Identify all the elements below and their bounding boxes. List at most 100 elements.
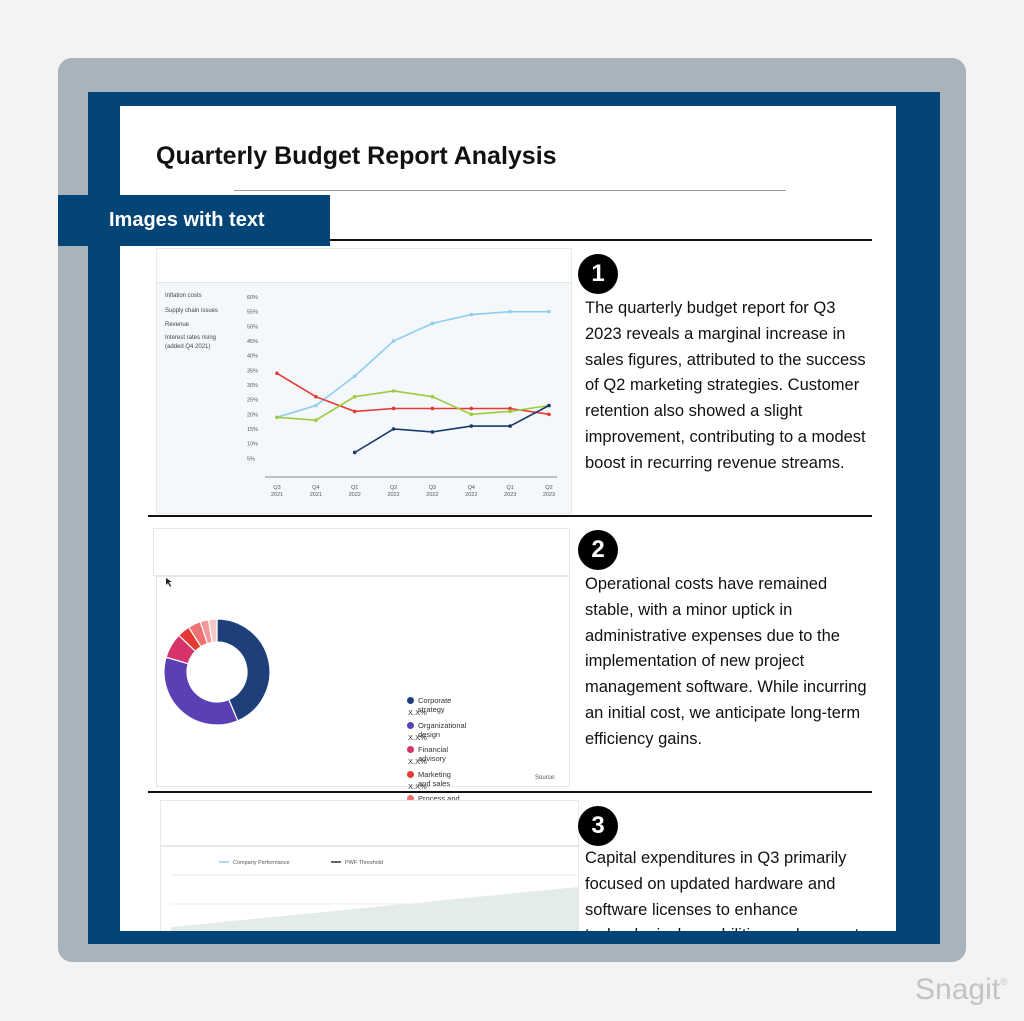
y-tick-label: 45% xyxy=(247,339,258,345)
x-tick-label: Q1 2022 xyxy=(349,485,361,498)
page-title: Quarterly Budget Report Analysis xyxy=(156,142,557,170)
images-with-text-label: Images with text xyxy=(58,195,330,246)
data-point xyxy=(508,424,512,428)
legend-swatch xyxy=(407,721,414,729)
series-line-3 xyxy=(276,390,550,422)
x-tick-label: Q2 2022 xyxy=(387,485,399,498)
donut-slice xyxy=(163,656,239,726)
y-tick-label: 20% xyxy=(247,412,258,418)
section-3-number-badge: 3 xyxy=(578,806,618,846)
data-point xyxy=(508,406,512,411)
donut-chart: Source: xyxy=(163,578,556,781)
y-tick-label: 30% xyxy=(247,383,258,389)
y-tick-label: 10% xyxy=(247,442,258,448)
line-legend-item: Interest rates rising xyxy=(165,335,216,341)
data-point xyxy=(391,389,396,393)
chart-2-header xyxy=(153,528,570,576)
data-point xyxy=(314,403,318,408)
donut-slice xyxy=(207,618,218,644)
donut-slice xyxy=(216,618,271,722)
data-point xyxy=(314,418,318,422)
chart-3-screenshot: Company Performance PWF Threshold xyxy=(160,846,579,931)
legend-value: X.X% xyxy=(408,732,427,742)
data-point xyxy=(508,309,512,314)
line-chart: Inflation costs Supply chain issues Revenu… xyxy=(165,293,557,498)
series-line-4 xyxy=(354,404,550,454)
legend-label: Organizational design xyxy=(418,720,467,739)
line-legend-item: (added Q4 2021) xyxy=(165,344,210,350)
y-tick-label: 50% xyxy=(247,324,258,330)
snagit-watermark: Snagit® xyxy=(915,973,1008,1006)
legend-label: Financial advisory xyxy=(418,745,449,763)
data-point xyxy=(469,412,474,417)
data-point xyxy=(391,406,396,411)
y-tick-label: 40% xyxy=(247,354,258,360)
chart-2-screenshot: Source: xyxy=(156,576,570,787)
legend-value: X.X% xyxy=(408,757,427,766)
source-label: Source: xyxy=(535,775,556,781)
legend-label: Corporate strategy xyxy=(418,696,452,714)
data-point xyxy=(352,409,357,414)
data-point xyxy=(430,430,435,434)
section-1-text: The quarterly budget report for Q3 2023 … xyxy=(585,299,866,472)
y-tick-label: 35% xyxy=(247,368,258,374)
section-2-number-badge: 2 xyxy=(578,530,618,570)
legend-value: X.X% xyxy=(408,708,427,717)
x-tick-label: Q4 2021 xyxy=(310,485,322,498)
data-point xyxy=(352,374,357,378)
data-point xyxy=(547,412,551,417)
data-point xyxy=(469,406,474,411)
area-chart: Company Performance PWF Threshold xyxy=(171,860,578,931)
data-point xyxy=(430,406,435,411)
x-tick-label: Q4 2022 xyxy=(465,485,477,498)
x-tick-label: Q1 2023 xyxy=(504,485,516,498)
y-tick-label: 15% xyxy=(247,427,258,433)
series-line-1 xyxy=(276,310,549,419)
y-tick-label: 55% xyxy=(247,310,258,316)
data-point xyxy=(275,371,279,376)
chart-3-header xyxy=(160,800,579,846)
area-legend-label: PWF Threshold xyxy=(345,860,383,866)
series-line-2 xyxy=(276,372,550,416)
chart-1-screenshot: Inflation costs Supply chain issues Revenu… xyxy=(156,282,572,514)
legend-value: X.X% xyxy=(408,781,427,791)
legend-swatch xyxy=(407,746,414,753)
area-fill xyxy=(171,887,578,931)
line-legend-item: Revenue xyxy=(165,322,190,328)
data-point xyxy=(508,409,512,414)
data-point xyxy=(430,394,435,399)
x-tick-label: Q2 2023 xyxy=(543,485,555,498)
legend-swatch xyxy=(407,770,414,778)
data-point xyxy=(391,427,396,431)
chart-1-header xyxy=(156,248,572,283)
data-point xyxy=(469,312,474,317)
data-point xyxy=(547,403,551,408)
data-point xyxy=(314,394,318,399)
data-point xyxy=(430,321,435,326)
title-divider xyxy=(234,190,786,191)
line-legend-item: Supply chain issues xyxy=(165,308,218,314)
area-legend-label: Company Performance xyxy=(233,860,290,866)
y-tick-label: 5% xyxy=(247,456,255,462)
section-divider-3 xyxy=(148,791,872,793)
x-tick-label: Q3 2022 xyxy=(426,485,438,498)
data-point xyxy=(391,339,396,343)
data-point xyxy=(469,424,474,428)
legend-swatch xyxy=(407,795,414,802)
legend-label: Marketing and sales xyxy=(418,769,451,788)
section-3-text: Capital expenditures in Q3 primarily foc… xyxy=(585,849,859,931)
section-2-text: Operational costs have remained stable, … xyxy=(585,575,867,748)
data-point xyxy=(275,415,279,420)
cursor-icon xyxy=(166,578,172,587)
legend-swatch xyxy=(407,697,414,704)
line-legend-item: Inflation costs xyxy=(165,293,202,299)
data-point xyxy=(352,450,357,455)
section-1-number-badge: 1 xyxy=(578,254,618,294)
data-point xyxy=(547,309,551,314)
y-tick-label: 25% xyxy=(247,398,258,404)
x-tick-label: Q3 2021 xyxy=(271,485,283,498)
section-divider-1 xyxy=(148,239,872,241)
y-tick-label: 60% xyxy=(247,295,258,301)
data-point xyxy=(352,394,357,399)
section-divider-2 xyxy=(148,515,872,517)
